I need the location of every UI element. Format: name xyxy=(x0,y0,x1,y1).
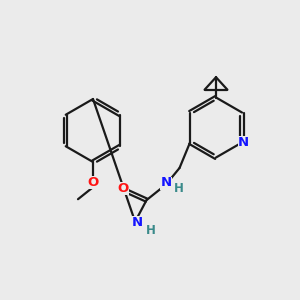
Text: H: H xyxy=(174,182,184,196)
Text: O: O xyxy=(118,182,129,195)
Text: O: O xyxy=(87,176,99,189)
Text: N: N xyxy=(160,176,172,190)
Text: N: N xyxy=(131,216,142,229)
Text: H: H xyxy=(146,224,156,237)
Text: N: N xyxy=(238,136,249,149)
